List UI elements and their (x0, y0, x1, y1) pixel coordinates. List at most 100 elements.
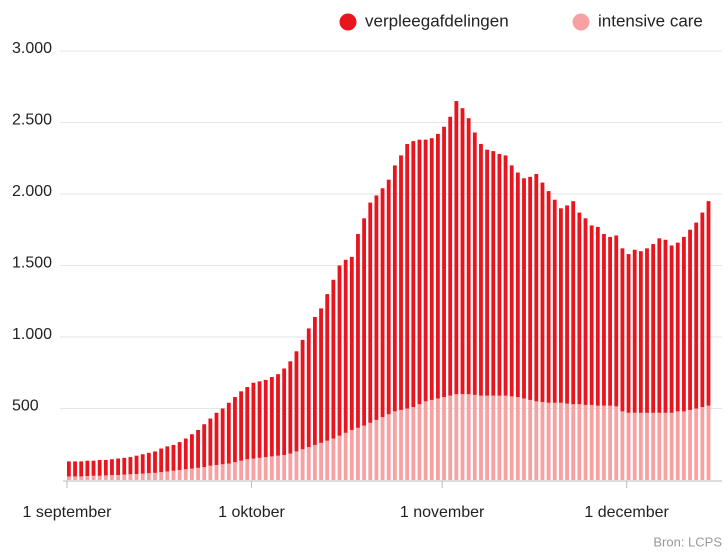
bar-segment (589, 225, 594, 405)
bar-segment (79, 461, 84, 477)
bar-segment (153, 472, 157, 480)
bar-segment (110, 474, 114, 480)
bar-segment (509, 165, 514, 397)
bar-segment (472, 132, 477, 395)
bar-segment (257, 381, 262, 458)
bar-segment (202, 467, 207, 480)
bar-segment (651, 412, 656, 480)
y-tick-label: 1.500 (12, 255, 52, 272)
bar-segment (288, 453, 293, 480)
bar-segment (454, 101, 459, 395)
bar-segment (546, 402, 551, 480)
bar-segment (300, 449, 305, 480)
bar-segment (146, 473, 151, 480)
bar-segment (183, 469, 188, 480)
bar-segment (233, 397, 237, 463)
bar-segment (368, 422, 373, 480)
bar-segment (626, 412, 631, 480)
bar-segment (276, 455, 280, 480)
bar-segment (368, 202, 373, 423)
bar-segment (620, 248, 625, 412)
bar-segment (675, 242, 680, 412)
bar-segment (534, 401, 539, 480)
bar-segment (706, 405, 711, 480)
bar-segment (103, 459, 108, 476)
bar-segment (245, 459, 250, 480)
legend-marker (572, 13, 590, 31)
bar-segment (540, 402, 545, 480)
bar-segment (485, 149, 490, 396)
bar-segment (134, 473, 139, 480)
bar-segment (632, 412, 637, 480)
bar-segment (682, 236, 686, 412)
bar-segment (356, 427, 360, 480)
bar-segment (522, 178, 526, 399)
bar-segment (577, 212, 582, 405)
bar-segment (472, 394, 477, 480)
bar-segment (220, 408, 225, 465)
bar-segment (325, 440, 330, 480)
y-tick-label: 2.000 (12, 183, 52, 200)
bar-segment (700, 212, 705, 408)
x-tick-label: 1 december (584, 504, 669, 521)
bar-segment (663, 412, 668, 480)
bar-segment (226, 402, 231, 464)
y-tick-label: 1.000 (12, 326, 52, 343)
bar-segment (466, 118, 471, 395)
bar-segment (429, 138, 434, 400)
bar-segment (374, 419, 379, 480)
bar-segment (103, 475, 108, 480)
bar-segment (97, 475, 102, 480)
bar-segment (294, 451, 299, 480)
bar-segment (491, 395, 496, 480)
y-tick-label: 500 (12, 398, 39, 415)
bar-segment (251, 458, 256, 480)
bar-segment (122, 474, 127, 480)
bar-segment (608, 236, 613, 406)
bar-segment (509, 396, 514, 480)
bar-segment (583, 218, 588, 405)
bar-segment (497, 395, 502, 480)
bar-segment (116, 474, 121, 480)
bar-segment (571, 404, 576, 480)
bar-segment (190, 434, 194, 469)
bar-segment (479, 395, 483, 480)
bar-segment (263, 379, 268, 458)
bar-segment (239, 391, 244, 461)
bar-segment (380, 417, 385, 480)
bar-segment (534, 173, 539, 402)
bar-segment (386, 414, 391, 480)
bar-segment (589, 404, 594, 480)
bar-segment (638, 412, 643, 480)
bar-segment (577, 404, 582, 480)
bar-segment (522, 398, 526, 480)
bar-segment (226, 463, 231, 480)
bar-segment (245, 387, 250, 460)
bar-segment (466, 394, 471, 480)
bar-segment (559, 402, 563, 480)
bar-segment (657, 238, 662, 413)
bar-segment (515, 397, 520, 480)
legend-marker (339, 13, 357, 31)
bar-segment (220, 464, 225, 480)
bar-segment (669, 245, 674, 413)
bar-segment (159, 472, 164, 480)
bar-segment (269, 377, 274, 457)
bar-segment (337, 265, 342, 436)
bar-segment (602, 234, 606, 406)
legend-label: intensive care (598, 11, 703, 30)
bar-segment (91, 475, 96, 480)
bar-segment (171, 470, 176, 480)
bar-segment (140, 454, 145, 474)
bar-segment (448, 395, 453, 480)
bar-segment (608, 405, 613, 480)
bar-segment (313, 316, 317, 445)
bar-segment (423, 139, 428, 402)
legend-label: verpleegafdelingen (365, 11, 509, 30)
bar-segment (165, 471, 170, 480)
bar-segment (559, 208, 563, 403)
bar-segment (602, 405, 606, 480)
bar-segment (675, 411, 680, 480)
bar-segment (306, 328, 311, 448)
bar-segment (682, 411, 686, 480)
